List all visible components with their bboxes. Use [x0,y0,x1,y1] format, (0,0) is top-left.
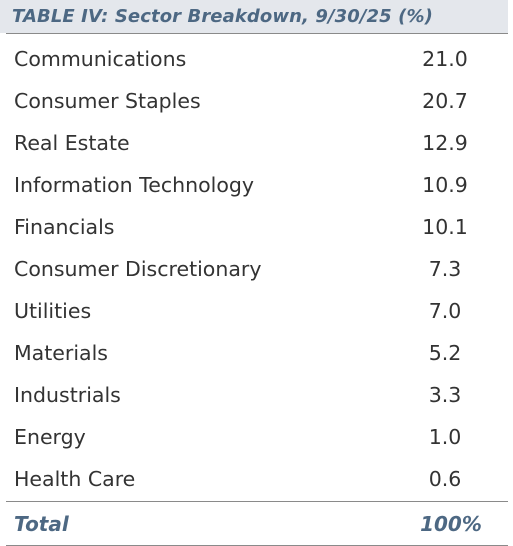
table-row: Information Technology 10.9 [0,164,508,206]
table-title: TABLE IV: Sector Breakdown, 9/30/25 (%) [12,6,433,27]
table-row: Communications 21.0 [0,38,508,80]
sector-weight: 12.9 [422,131,468,155]
sector-name: Industrials [14,383,121,407]
table-row: Materials 5.2 [0,332,508,374]
sector-weight: 21.0 [422,47,468,71]
sector-weight: 20.7 [422,89,468,113]
sector-name: Utilities [14,299,92,323]
sector-name: Information Technology [14,173,255,197]
sector-name: Communications [14,47,187,71]
sector-weight: 7.0 [428,299,462,323]
sector-name: Materials [14,341,108,365]
table-body: Communications 21.0 Consumer Staples 20.… [0,34,508,500]
sector-name: Energy [14,425,86,449]
total-value: 100% [420,511,482,536]
sector-name: Consumer Discretionary [14,257,262,281]
sector-weight: 1.0 [428,425,462,449]
header-divider [6,33,508,34]
sector-name: Real Estate [14,131,130,155]
table-row: Industrials 3.3 [0,374,508,416]
sector-weight: 10.9 [422,173,468,197]
total-label: Total [14,511,69,536]
table-title-bar: TABLE IV: Sector Breakdown, 9/30/25 (%) [0,0,508,33]
table-row: Utilities 7.0 [0,290,508,332]
sector-weight: 3.3 [428,383,462,407]
sector-name: Health Care [14,467,136,491]
sector-weight: 10.1 [422,215,468,239]
table-row: Financials 10.1 [0,206,508,248]
table-row: Real Estate 12.9 [0,122,508,164]
sector-weight: 0.6 [428,467,462,491]
table-row: Consumer Staples 20.7 [0,80,508,122]
sector-name: Financials [14,215,115,239]
table-row: Energy 1.0 [0,416,508,458]
sector-weight: 7.3 [428,257,462,281]
table-row: Health Care 0.6 [0,458,508,500]
table-row: Consumer Discretionary 7.3 [0,248,508,290]
sector-name: Consumer Staples [14,89,201,113]
total-divider-top [6,501,508,502]
total-row: Total 100% [0,502,508,545]
sector-weight: 5.2 [428,341,462,365]
